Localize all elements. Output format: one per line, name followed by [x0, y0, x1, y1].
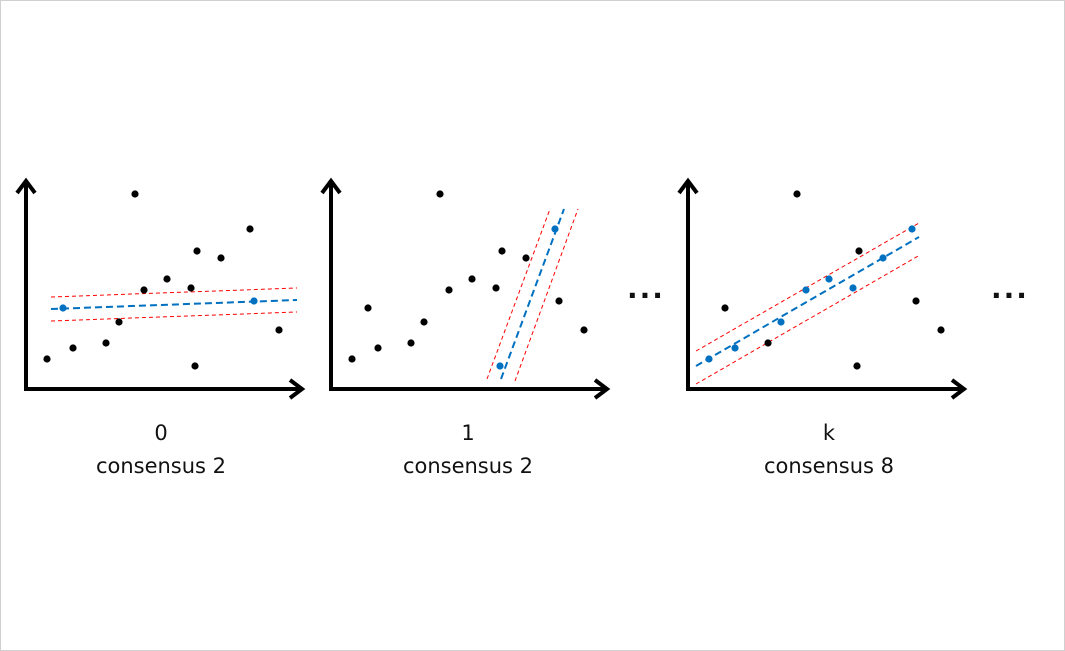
panel-2-inlier-point: [908, 225, 916, 233]
panel-1-data-point: [374, 344, 382, 352]
panel-1-data-point: [436, 190, 444, 198]
panel-1-data-point: [492, 284, 500, 292]
panel-k-iteration: k: [822, 421, 836, 445]
panel-0-data-point: [191, 362, 199, 370]
panel-2-data-point: [855, 247, 863, 255]
panel-1-model-line: [500, 208, 565, 380]
panel-2-inlier-point: [879, 254, 887, 262]
panel-0-data-point: [140, 286, 148, 294]
panel-1-data-point: [468, 275, 476, 283]
panel-2-inlier-point: [802, 286, 810, 294]
panel-2-inlier-point: [705, 355, 713, 363]
panel-0-consensus: consensus 2: [95, 454, 227, 478]
panel-0-data-point: [131, 190, 139, 198]
panel-0-data-point: [217, 254, 225, 262]
panel-0-data-point: [187, 284, 195, 292]
panel-1-inlier-point: [551, 225, 559, 233]
panel-1-y-arrow-icon: [320, 177, 342, 195]
panel-0-inlier-point: [59, 304, 67, 312]
panel-1-inlier-point: [496, 362, 504, 370]
panel-1-threshold-upper-line: [486, 208, 551, 380]
panel-0-data-point: [115, 318, 123, 326]
panel-2-inlier-point: [825, 275, 833, 283]
panel-0-iteration: 0: [154, 421, 168, 445]
panel-0-data-point: [102, 339, 110, 347]
panel-2-data-point: [853, 362, 861, 370]
panel-1-data-point: [420, 318, 428, 326]
panel-0-x-arrow-icon: [288, 378, 306, 400]
panel-2-data-point: [764, 339, 772, 347]
panel-0-y-arrow-icon: [15, 177, 37, 195]
panel-2-x-arrow-icon: [950, 378, 968, 400]
panel-1-x-arrow-icon: [593, 378, 611, 400]
panel-1-data-point: [522, 254, 530, 262]
panel-1-data-point: [407, 339, 415, 347]
panel-1-data-point: [445, 286, 453, 294]
panel-2-data-point: [721, 304, 729, 312]
panel-0-data-point: [193, 247, 201, 255]
panel-0-data-point: [275, 326, 283, 334]
panel-2-data-point: [793, 190, 801, 198]
panel-2-inlier-point: [777, 318, 785, 326]
panel-1-data-point: [348, 355, 356, 363]
panel-1-threshold-lower-line: [514, 208, 579, 382]
panel-0-data-point: [43, 355, 51, 363]
panel-2-inlier-point: [731, 344, 739, 352]
panel-1-data-point: [364, 304, 372, 312]
panel-2-threshold-lower-line: [695, 254, 921, 385]
panel-1-data-point: [580, 326, 588, 334]
panel-0-model-line: [50, 299, 298, 310]
panel-1-consensus: consensus 2: [402, 454, 534, 478]
panel-0-data-point: [69, 344, 77, 352]
panel-1-data-point: [555, 297, 563, 305]
panel-2-inlier-point: [849, 284, 857, 292]
panel-1-data-point: [498, 247, 506, 255]
ellipsis-2: ···: [991, 279, 1029, 312]
ellipsis-1: ···: [627, 279, 665, 312]
panel-0-data-point: [163, 275, 171, 283]
panel-2-data-point: [912, 297, 920, 305]
panel-1-iteration: 1: [461, 421, 475, 445]
panel-2-data-point: [937, 326, 945, 334]
panel-0-data-point: [246, 225, 254, 233]
panel-0-inlier-point: [250, 297, 258, 305]
panel-0-threshold-upper-line: [50, 287, 298, 298]
panel-k-consensus: consensus 8: [763, 454, 895, 478]
panel-2-y-arrow-icon: [677, 177, 699, 195]
panel-0-threshold-lower-line: [50, 311, 298, 322]
